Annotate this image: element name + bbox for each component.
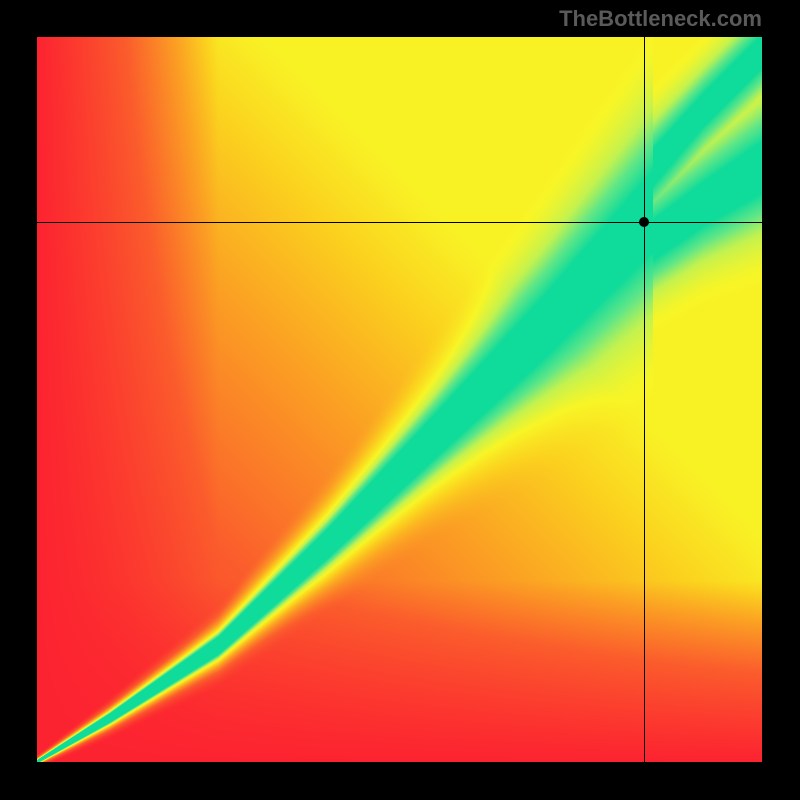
crosshair-horizontal — [37, 222, 762, 223]
crosshair-marker — [639, 217, 649, 227]
watermark-text: TheBottleneck.com — [559, 6, 762, 32]
heatmap-plot — [37, 37, 762, 762]
heatmap-canvas — [37, 37, 762, 762]
crosshair-vertical — [644, 37, 645, 762]
